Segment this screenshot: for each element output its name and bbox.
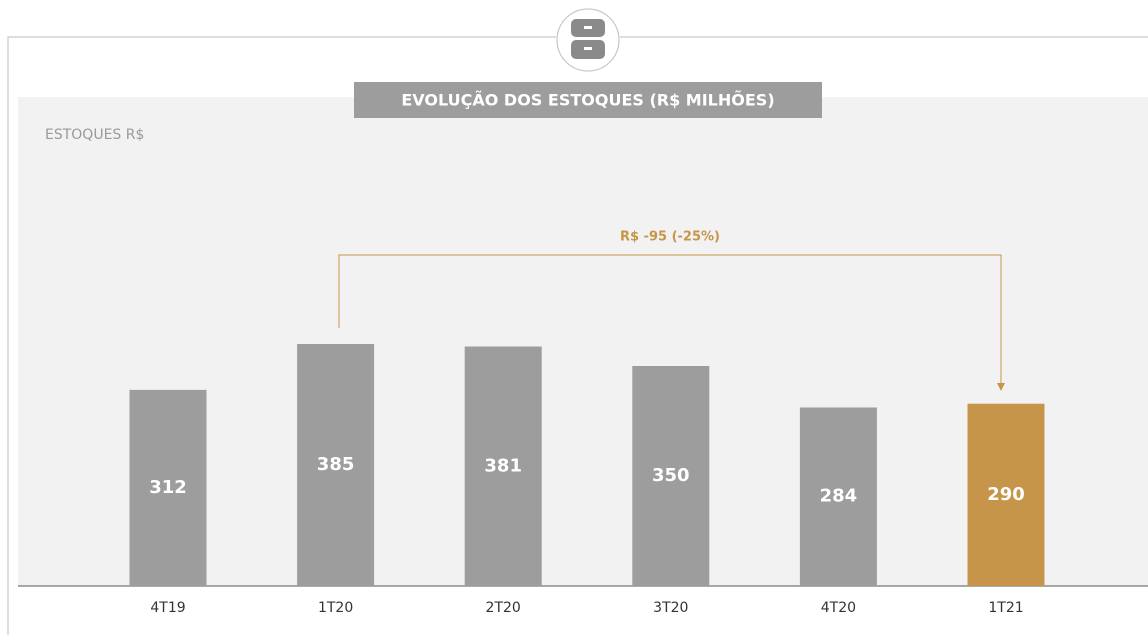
bar — [464, 346, 542, 586]
frame — [7, 36, 1148, 635]
value-label: 381 — [484, 455, 522, 476]
annotation: R$ -95 (-25%) — [620, 230, 720, 245]
bar — [967, 403, 1045, 586]
value-label: 385 — [317, 454, 355, 475]
x-tick-label: 4T20 — [821, 600, 856, 616]
x-tick-label: 1T20 — [318, 600, 353, 616]
x-tick-label: 1T21 — [988, 600, 1023, 616]
title-box — [354, 82, 822, 118]
bar — [297, 344, 375, 586]
icon — [556, 8, 620, 72]
chart-title: EVOLUÇÃO DOS ESTOQUES (R$ MILHÕES) — [401, 91, 774, 110]
x-tick-label: 2T20 — [486, 600, 521, 616]
value-label: 312 — [149, 477, 187, 498]
value-label: 350 — [652, 465, 690, 486]
x-tick-label: 3T20 — [653, 600, 688, 616]
annotation-bracket — [338, 254, 1002, 383]
bar — [129, 389, 207, 586]
subtitle: ESTOQUES R$ — [45, 127, 144, 143]
bar — [632, 366, 710, 586]
annotation-arrow — [997, 383, 1005, 391]
value-label: 284 — [820, 486, 858, 507]
bar — [799, 407, 877, 586]
x-tick-label: 4T19 — [150, 600, 185, 616]
value-label: 290 — [987, 484, 1025, 505]
